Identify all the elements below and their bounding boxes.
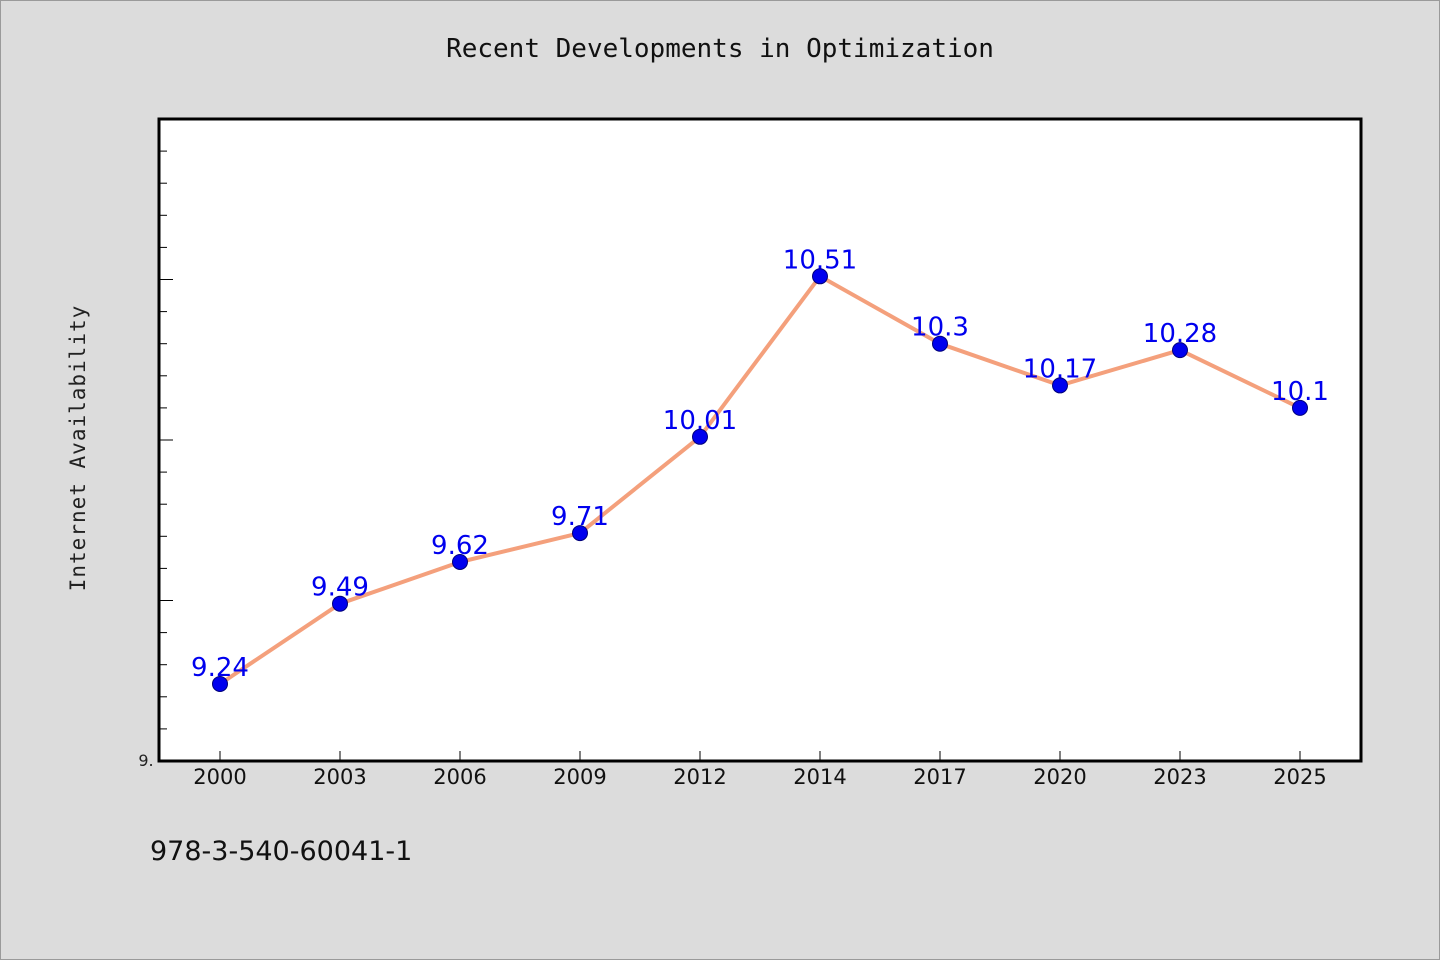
data-point <box>212 675 228 692</box>
x-axis-ticks <box>219 751 1301 761</box>
x-tick-label: 2012 <box>673 765 726 789</box>
x-tick-label: 2023 <box>1153 765 1206 789</box>
footer-code: 978-3-540-60041-1 <box>150 836 413 867</box>
data-point <box>572 525 588 542</box>
x-tick-label: 2020 <box>1033 765 1086 789</box>
plot-area <box>157 117 1363 763</box>
y-axis-ticks <box>159 150 173 730</box>
data-label: 10.01 <box>663 406 737 436</box>
data-point <box>1052 377 1068 394</box>
data-point <box>812 268 828 285</box>
y-tick-label: 9. <box>138 751 153 770</box>
data-label: 10.17 <box>1023 354 1097 384</box>
x-tick-label: 2014 <box>793 765 846 789</box>
data-label: 9.49 <box>311 573 369 603</box>
data-label: 10.28 <box>1143 319 1217 349</box>
data-point <box>452 553 468 570</box>
data-label: 10.1 <box>1271 377 1329 407</box>
data-label: 10.51 <box>783 245 857 275</box>
data-label: 9.24 <box>191 653 249 683</box>
x-axis-tick-labels: 2000 2003 2006 2009 2012 2014 2017 2020 2023 2025 <box>193 765 1326 789</box>
x-tick-label: 2003 <box>313 765 366 789</box>
x-tick-label: 2009 <box>553 765 606 789</box>
data-point <box>932 335 948 352</box>
series-line <box>218 274 1301 686</box>
data-point <box>1172 342 1188 359</box>
x-tick-label: 2000 <box>193 765 246 789</box>
chart-title: Recent Developments in Optimization <box>446 34 994 64</box>
data-labels: 9.24 9.49 9.62 9.71 10.01 10.51 10.3 10.17 10.28… <box>191 245 1329 683</box>
data-point <box>1292 399 1308 416</box>
data-point <box>332 595 348 612</box>
data-label: 9.62 <box>431 531 489 561</box>
data-points <box>212 268 1308 692</box>
x-tick-label: 2017 <box>913 765 966 789</box>
data-label: 9.71 <box>551 502 609 532</box>
x-tick-label: 2006 <box>433 765 486 789</box>
data-label: 10.3 <box>911 313 969 343</box>
x-tick-label: 2025 <box>1273 765 1326 789</box>
data-point <box>692 428 708 445</box>
